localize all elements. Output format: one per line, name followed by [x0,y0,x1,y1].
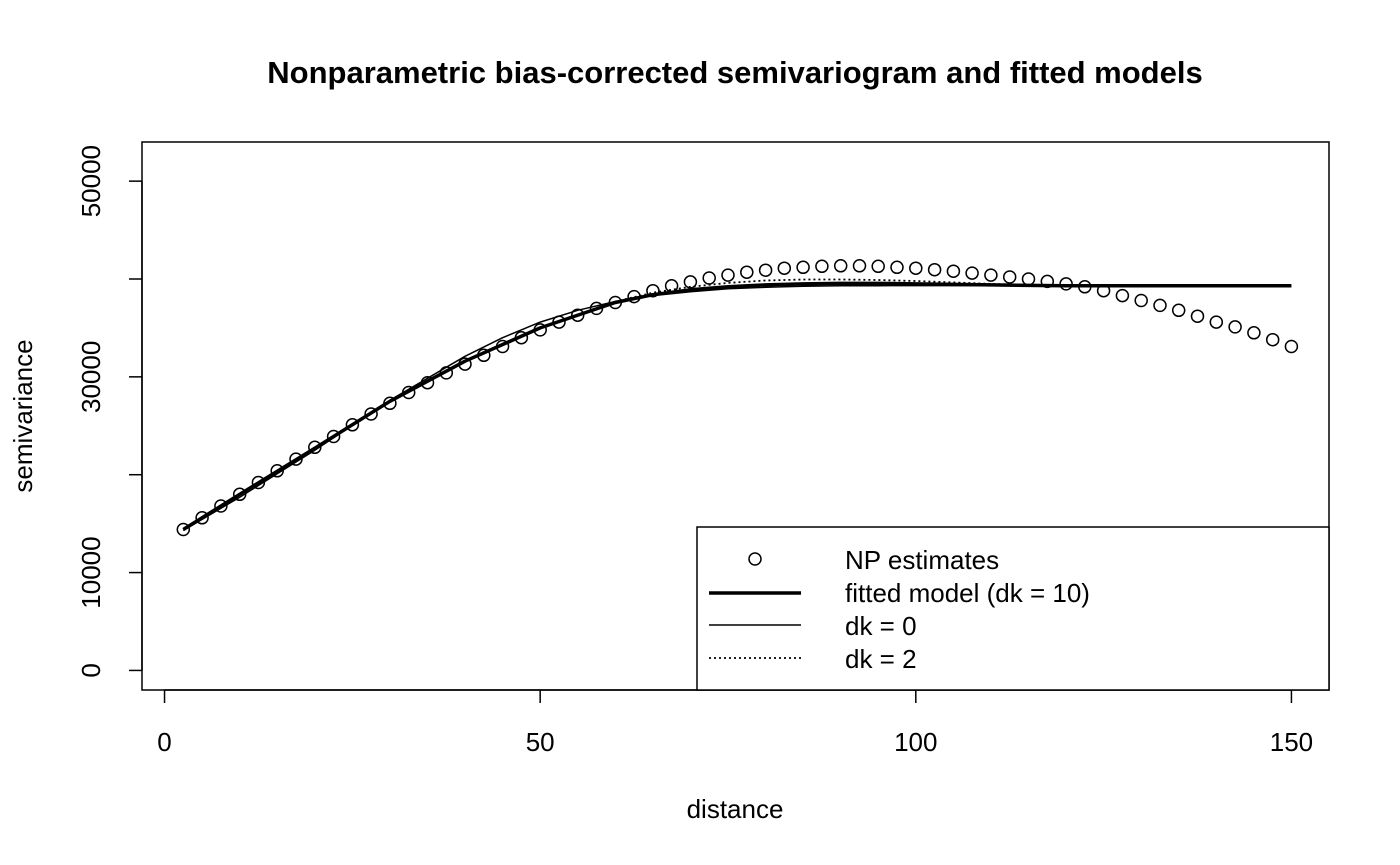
np-estimate-point [552,315,566,329]
legend-key-np-estimates [748,552,762,566]
legend-label-dk2: dk = 2 [845,644,917,674]
np-estimate-point [871,259,885,274]
np-estimate-point [251,475,266,490]
np-estimate-point [1021,272,1036,286]
np-estimate-point [909,261,923,275]
y-axis: 0 10000 30000 50000 [76,145,143,678]
np-estimate-point [815,259,829,274]
np-estimate-point [1190,309,1205,323]
np-estimate-point [702,271,716,285]
np-estimate-point [214,499,228,513]
np-estimate-point [1209,315,1224,329]
y-tick-label: 50000 [76,145,106,217]
np-estimate-point [420,375,435,390]
np-estimate-point [627,289,641,304]
np-estimate-point [965,266,979,280]
np-estimate-point [683,275,698,289]
legend-label-fitted-model: fitted model (dk = 10) [845,578,1090,608]
np-estimate-point [777,261,792,275]
np-estimate-point [1040,274,1055,289]
series-line-1 [182,281,1292,531]
np-estimate-point [758,263,773,277]
np-estimate-point [833,259,848,273]
np-estimate-point [1228,320,1242,334]
x-tick-label: 0 [157,727,171,757]
np-estimate-point [570,308,585,322]
np-estimate-point [383,396,397,411]
y-tick-label: 0 [76,663,106,677]
np-estimate-point [721,268,735,282]
np-estimate-point [270,464,284,478]
np-estimate-point [1096,283,1111,298]
np-estimate-point [439,366,454,380]
np-estimate-point [1247,326,1261,340]
x-tick-label: 100 [894,727,937,757]
np-estimate-point [514,330,529,345]
np-estimate-point [495,339,510,354]
np-estimate-point [308,440,322,455]
np-estimate-point [477,348,491,363]
np-estimate-point [458,357,472,371]
np-estimate-point [1115,288,1130,303]
np-estimate-point [1265,332,1280,347]
x-axis: 0 50 100 150 [157,689,1313,757]
np-estimate-point [927,262,942,277]
np-estimate-point [1153,298,1167,313]
np-estimate-point [1284,339,1299,354]
np-estimate-point [1059,277,1073,291]
np-estimate-point [533,323,547,337]
legend-label-dk0: dk = 0 [845,611,917,641]
np-estimate-point [364,407,378,421]
np-estimate-point [589,301,604,316]
np-estimate-point [401,385,416,400]
x-axis-label: distance [687,794,784,824]
y-tick-label: 10000 [76,536,106,608]
np-estimate-point [890,260,904,275]
np-estimate-point [608,295,623,310]
np-estimate-point [176,522,191,537]
np-estimate-point [345,418,360,432]
legend-box [696,526,1330,691]
y-tick-label: 30000 [76,341,106,413]
np-estimate-point [1134,293,1148,308]
series-line-2 [182,284,1292,532]
np-estimate-point [1078,280,1092,294]
np-estimate-point [852,259,867,273]
series-line-3 [182,278,1292,531]
legend-label-np-estimates: NP estimates [845,545,999,575]
x-tick-label: 50 [526,727,555,757]
np-estimate-point [796,260,810,275]
y-axis-label: semivariance [8,339,38,492]
np-estimate-point [646,283,660,298]
np-estimate-point [664,279,679,293]
np-estimate-point [946,264,961,278]
np-estimate-point [1171,303,1186,318]
np-estimate-point [740,265,754,279]
np-estimate-point [289,452,303,466]
np-estimate-point [232,487,247,502]
np-estimate-point [195,511,209,525]
np-estimate-point [1002,270,1017,284]
legend: NP estimates fitted model (dk = 10) dk =… [696,526,1330,691]
np-estimate-point [326,429,341,444]
x-tick-label: 150 [1270,727,1313,757]
chart-title: Nonparametric bias-corrected semivariogr… [267,55,1202,90]
series-layer [176,259,1299,537]
np-estimate-point [984,268,998,282]
